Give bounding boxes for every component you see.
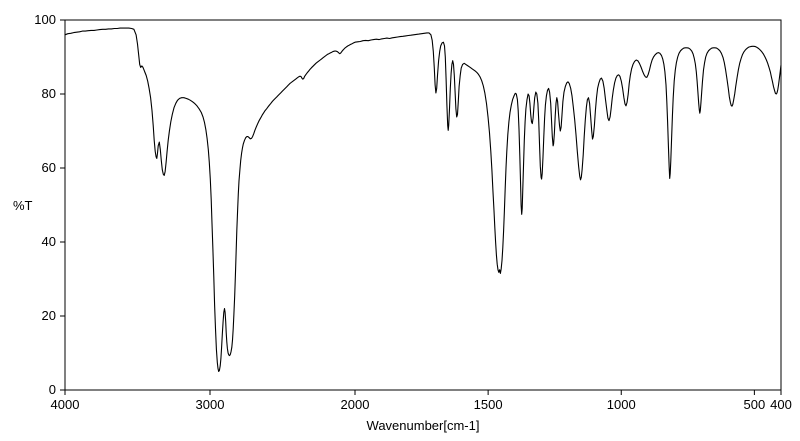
spectrum-line	[64, 27, 782, 373]
x-tick-label: 2000	[341, 397, 370, 412]
x-tick-label: 1500	[474, 397, 503, 412]
x-tick-label: 4000	[51, 397, 80, 412]
x-axis: 4000 3000 2000 1500 1000 500 400	[51, 390, 792, 412]
y-tick-label: 40	[42, 234, 56, 249]
x-tick-label: 500	[744, 397, 766, 412]
plot-frame	[64, 19, 782, 391]
y-tick-label: 100	[34, 12, 56, 27]
y-axis-title: %T	[13, 198, 33, 213]
y-tick-label: 80	[42, 86, 56, 101]
y-tick-label: 0	[49, 382, 56, 397]
x-tick-label: 400	[770, 397, 792, 412]
y-tick-label: 20	[42, 308, 56, 323]
x-tick-label: 1000	[607, 397, 636, 412]
x-axis-title: Wavenumber[cm-1]	[367, 418, 480, 433]
x-tick-label: 3000	[196, 397, 225, 412]
y-axis: 0 20 40 60 80 100	[34, 12, 65, 397]
y-tick-label: 60	[42, 160, 56, 175]
